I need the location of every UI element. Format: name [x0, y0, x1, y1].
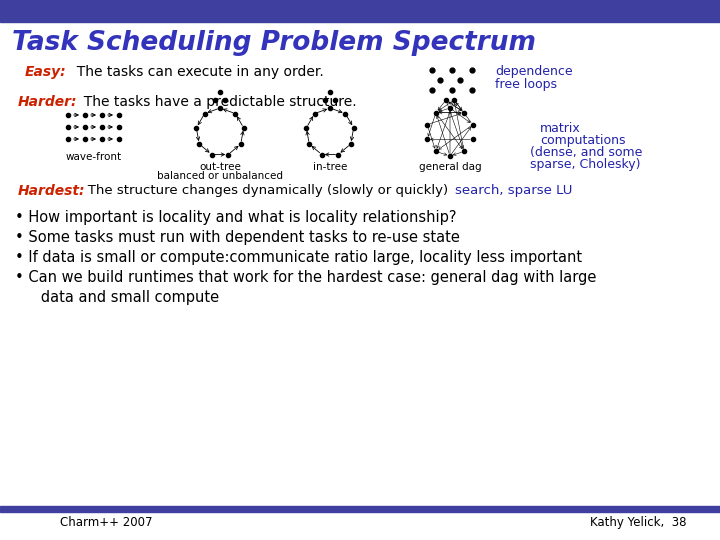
Text: The tasks have a predictable structure.: The tasks have a predictable structure. — [75, 95, 356, 109]
Text: wave-front: wave-front — [66, 152, 122, 162]
Text: data and small compute: data and small compute — [27, 290, 219, 305]
Text: • How important is locality and what is locality relationship?: • How important is locality and what is … — [15, 210, 456, 225]
Text: The tasks can execute in any order.: The tasks can execute in any order. — [68, 65, 324, 79]
Text: balanced or unbalanced: balanced or unbalanced — [157, 171, 283, 181]
Text: Hardest:: Hardest: — [18, 184, 86, 198]
Text: search, sparse LU: search, sparse LU — [455, 184, 572, 197]
Text: Task Scheduling Problem Spectrum: Task Scheduling Problem Spectrum — [12, 30, 536, 56]
Text: out-tree: out-tree — [199, 162, 241, 172]
Text: sparse, Cholesky): sparse, Cholesky) — [530, 158, 641, 171]
Text: • Can we build runtimes that work for the hardest case: general dag with large: • Can we build runtimes that work for th… — [15, 270, 596, 285]
Text: Harder:: Harder: — [18, 95, 78, 109]
Text: dependence: dependence — [495, 65, 572, 78]
Text: Kathy Yelick,  38: Kathy Yelick, 38 — [590, 516, 686, 529]
Text: • If data is small or compute:communicate ratio large, locality less important: • If data is small or compute:communicat… — [15, 250, 582, 265]
Text: general dag: general dag — [419, 162, 481, 172]
Text: (dense, and some: (dense, and some — [530, 146, 642, 159]
Text: Charm++ 2007: Charm++ 2007 — [60, 516, 153, 529]
Text: • Some tasks must run with dependent tasks to re-use state: • Some tasks must run with dependent tas… — [15, 230, 460, 245]
Text: in-tree: in-tree — [312, 162, 347, 172]
Bar — [0, 506, 720, 512]
Text: The structure changes dynamically (slowly or quickly): The structure changes dynamically (slowl… — [75, 184, 448, 197]
Text: matrix: matrix — [540, 122, 581, 135]
Text: Easy:: Easy: — [25, 65, 67, 79]
Text: computations: computations — [540, 134, 626, 147]
Text: free loops: free loops — [495, 78, 557, 91]
Bar — [0, 0, 720, 22]
